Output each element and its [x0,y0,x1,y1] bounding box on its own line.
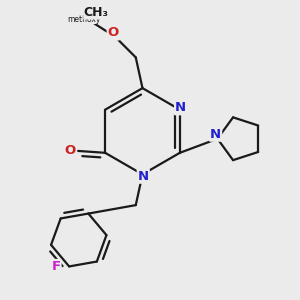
Text: CH₃: CH₃ [84,6,109,19]
Text: N: N [175,101,186,114]
Text: N: N [138,170,149,183]
Text: O: O [108,26,119,40]
Text: N: N [210,128,221,141]
Text: O: O [64,144,76,158]
Text: F: F [51,260,61,273]
Text: methoxy: methoxy [67,15,101,24]
